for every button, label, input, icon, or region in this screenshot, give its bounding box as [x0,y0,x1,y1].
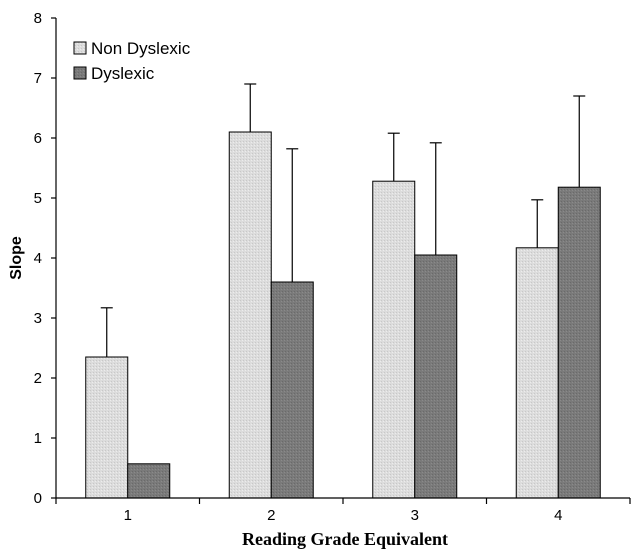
bar-dyslexic-2 [270,281,314,499]
x-tick-label: 2 [267,507,275,524]
y-axis-title: Slope [8,236,25,280]
bar-dyslexic-1 [127,463,171,499]
legend-swatch-dyslexic [73,66,87,80]
y-tick-label: 0 [34,490,42,507]
x-tick-label: 4 [554,507,562,524]
y-tick-label: 6 [34,130,42,147]
y-axis-ticks: 0 1 2 3 4 5 6 7 8 [34,10,56,507]
bars [85,131,601,499]
x-axis-ticks: 1 2 3 4 [55,498,631,524]
y-tick-label: 5 [34,190,42,207]
y-tick-label: 7 [34,70,42,87]
y-tick-label: 8 [34,10,42,27]
bar-non-dyslexic-2 [228,131,272,499]
legend-label-dyslexic: Dyslexic [91,64,155,83]
bar-non-dyslexic-4 [515,247,559,499]
bar-dyslexic-3 [414,254,458,499]
x-tick-label: 3 [411,507,419,524]
y-tick-label: 2 [34,370,42,387]
legend-label-non-dyslexic: Non Dyslexic [91,39,191,58]
x-tick-label: 1 [124,507,132,524]
bar-dyslexic-4 [557,186,601,499]
legend: Non Dyslexic Dyslexic [73,39,191,83]
y-tick-label: 1 [34,430,42,447]
bar-non-dyslexic-1 [85,356,129,499]
y-tick-label: 3 [34,310,42,327]
bar-non-dyslexic-3 [372,180,416,499]
y-tick-label: 4 [34,250,42,267]
x-axis-title: Reading Grade Equivalent [242,529,448,549]
error-bars [100,83,586,357]
legend-swatch-non-dyslexic [73,41,87,55]
